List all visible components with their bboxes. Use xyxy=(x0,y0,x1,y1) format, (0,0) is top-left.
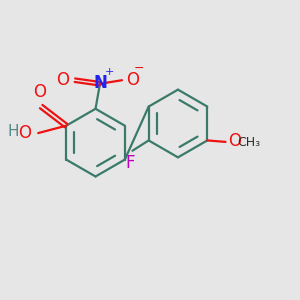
Text: O: O xyxy=(126,71,140,89)
Text: H: H xyxy=(8,124,19,139)
Text: F: F xyxy=(125,154,135,172)
Text: N: N xyxy=(93,74,107,92)
Text: CH₃: CH₃ xyxy=(237,136,260,149)
Text: O: O xyxy=(57,71,70,89)
Text: O: O xyxy=(228,132,241,150)
Text: −: − xyxy=(133,62,144,75)
Text: +: + xyxy=(105,67,115,77)
Text: O: O xyxy=(18,124,31,142)
Text: O: O xyxy=(33,83,46,101)
